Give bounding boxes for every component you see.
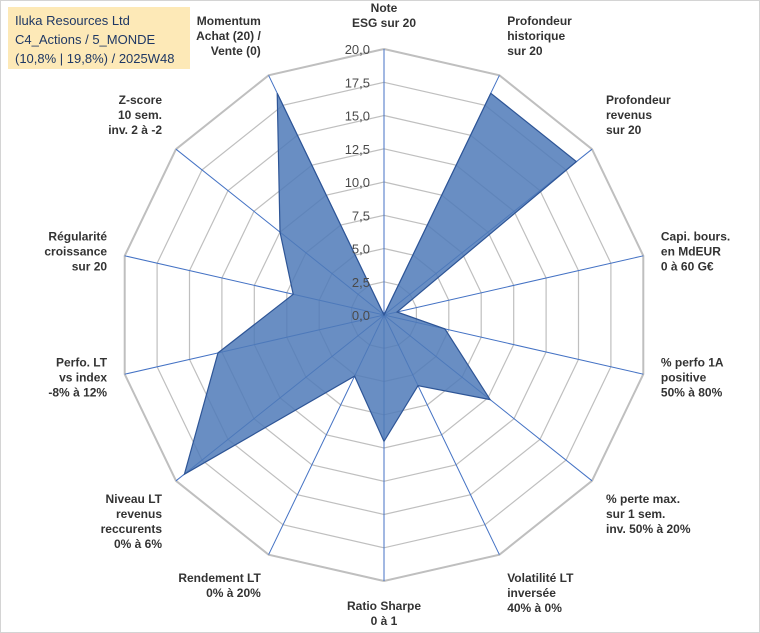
tick-label: 17,5 [345, 75, 370, 90]
axis-label: Momentum Achat (20) / Vente (0) [196, 14, 261, 58]
portfolio-line: C4_Actions / 5_MONDE [15, 32, 156, 47]
tick-label: 7,5 [352, 208, 370, 223]
axis-label: % perfo 1A positive 50% à 80% [661, 356, 724, 400]
axis-label: % perte max. sur 1 sem. inv. 50% à 20% [606, 492, 691, 536]
info-box: Iluka Resources Ltd C4_Actions / 5_MONDE… [8, 7, 190, 69]
axis-label: Capi. bours. en MdEUR 0 à 60 G€ [661, 229, 730, 273]
tick-label: 20,0 [345, 42, 370, 57]
axis-label: Ratio Sharpe 0 à 1 [347, 599, 421, 628]
axis-label: Perfo. LT vs index -8% à 12% [48, 356, 107, 400]
tick-label: 12,5 [345, 142, 370, 157]
axis-label: Profondeur historique sur 20 [507, 14, 572, 58]
tick-label: 15,0 [345, 109, 370, 124]
stats-line: (10,8% | 19,8%) / 2025W48 [15, 51, 175, 66]
tick-label: 10,0 [345, 175, 370, 190]
axis-label: Volatilité LT inversée 40% à 0% [507, 571, 574, 615]
axis-label: Régularité croissance sur 20 [44, 229, 107, 273]
company-title: Iluka Resources Ltd [15, 13, 130, 28]
tick-label: 5,0 [352, 242, 370, 257]
tick-label: 2,5 [352, 275, 370, 290]
axis-labels: Note ESG sur 20 Profondeur historique sur 20… [44, 1, 730, 628]
axis-label: Note ESG sur 20 [352, 1, 416, 30]
axis-label: Rendement LT 0% à 20% [178, 571, 261, 600]
axis-spoke [383, 255, 644, 316]
tick-labels: 0,0 2,5 5,0 7,5 10,0 12,5 15,0 17,5 20,0 [345, 42, 370, 323]
series-area [183, 92, 578, 476]
axis-label: Z-score 10 sem. inv. 2 à -2 [108, 93, 162, 137]
series-layer [183, 92, 578, 476]
axis-label: Niveau LT revenus reccurents 0% à 6% [101, 492, 163, 551]
axis-label: Profondeur revenus sur 20 [606, 93, 671, 137]
tick-label: 0,0 [352, 308, 370, 323]
